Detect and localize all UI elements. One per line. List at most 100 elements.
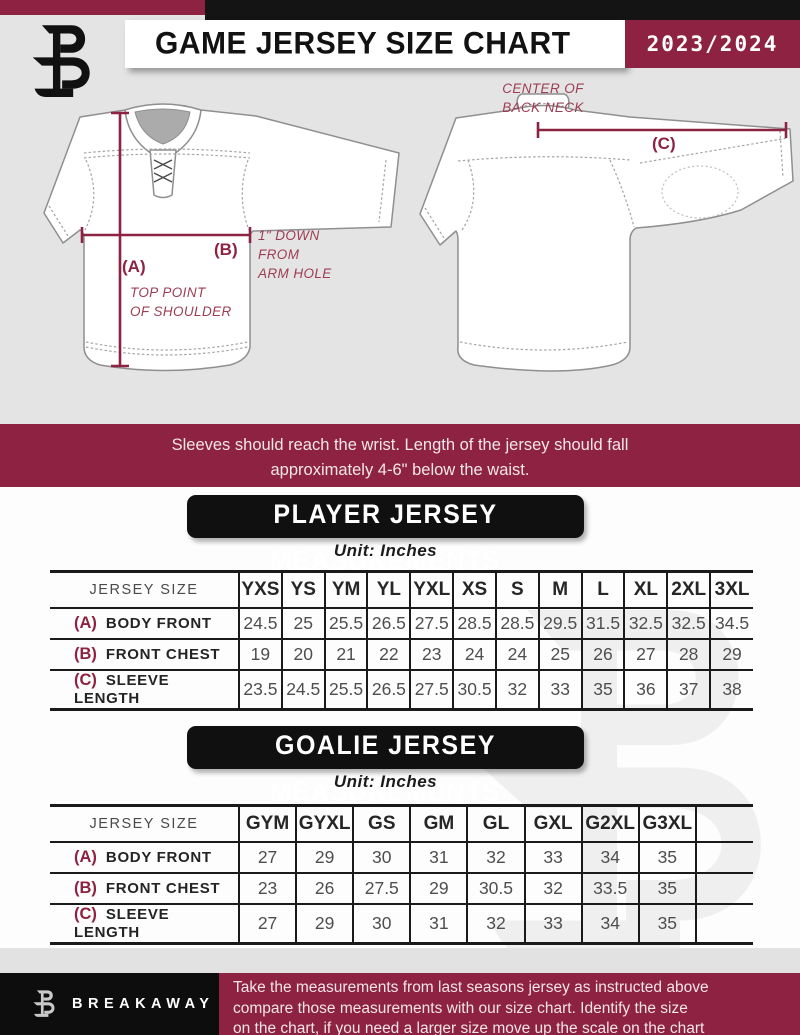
player-row-label: (A) BODY FRONT [50,608,239,639]
footer-instructions-box: Take the measurements from last seasons … [219,973,800,1035]
goalie-size-cell [694,841,753,873]
goalie-section-header: GOALIE JERSEY MEASUREMENTS [187,726,584,807]
player-size-cell: 32.5 [666,607,711,639]
player-size-cell: 25 [280,607,325,639]
player-size-cell: 25 [537,638,582,670]
goalie-size-header: GYM [237,805,297,842]
goalie-size-cell: 29 [295,903,354,943]
player-size-cell: 27 [623,638,668,670]
goalie-size-cell: 23 [237,872,297,904]
player-size-cell: 33 [537,669,582,709]
player-size-cell: 23 [409,638,454,670]
player-size-cell: 24 [494,638,539,670]
label-c-note: CENTER OF BACK NECK [502,81,584,115]
goalie-size-cell: 34 [580,903,639,943]
row-name: SLEEVE LENGTH [74,671,170,707]
row-name: BODY FRONT [105,614,212,632]
footer-instructions-text: Take the measurements from last seasons … [233,979,709,1035]
player-size-cell: 28 [666,638,711,670]
player-size-column-header: JERSEY SIZE [89,581,199,598]
goalie-size-cell [694,903,753,943]
player-size-cell: 29 [709,638,753,670]
pre-footer-strip [0,948,800,973]
player-size-cell: 25.5 [323,669,368,709]
label-a-note: TOP POINT OF SHOULDER [130,285,232,319]
player-size-cell: 35 [580,669,625,709]
player-size-cell: 29.5 [537,607,582,639]
player-table-row: (C) SLEEVE LENGTH 23.5 24.5 25.5 26.5 27.5 30.5… [50,669,753,709]
player-size-header: YS [280,571,325,608]
player-size-cell: 25.5 [323,607,368,639]
row-tag: (B) [74,644,97,663]
player-size-header: YXL [409,571,454,608]
player-size-cell: 31.5 [580,607,625,639]
season-label: 2023/2024 [646,32,779,56]
player-size-cell: 28.5 [494,607,539,639]
player-size-cell: 21 [323,638,368,670]
goalie-size-cell: 27 [237,903,297,943]
goalie-size-header: GS [352,805,411,842]
row-name: BODY FRONT [105,848,212,866]
goalie-size-cell: 35 [637,872,696,904]
player-size-header: M [537,571,582,608]
title-box: GAME JERSEY SIZE CHART [125,20,625,68]
goalie-size-header: G3XL [637,805,696,842]
row-tag: (C) [74,670,97,689]
goalie-table-row: (C) SLEEVE LENGTH 27 29 30 31 32 33 34 35 [50,903,753,944]
goalie-size-header: G2XL [580,805,639,842]
player-size-cell: 24 [452,638,496,670]
player-size-cell: 34.5 [709,607,753,639]
player-size-cell: 32 [494,669,539,709]
player-size-header: YL [366,571,411,608]
jersey-diagrams [43,93,794,372]
row-tag: (B) [74,878,97,897]
player-size-cell: 27.5 [409,607,454,639]
player-size-cell: 26 [580,638,625,670]
player-row-label: (B) FRONT CHEST [50,639,239,670]
player-size-cell: 28.5 [452,607,496,639]
goalie-size-cell: 27.5 [352,872,411,904]
footer-brand-name: BREAKAWAY [72,996,215,1012]
goalie-size-cell: 31 [409,903,468,943]
row-name: SLEEVE LENGTH [74,905,170,941]
goalie-row-label: (B) FRONT CHEST [50,873,239,904]
goalie-size-cell: 33 [523,841,582,873]
goalie-table-row: (B) FRONT CHEST 23 26 27.5 29 30.5 32 33.5 35 [50,872,753,904]
player-unit-label: Unit: Inches [333,541,438,560]
back-seam-lines [424,102,789,351]
measurement-lines [80,111,788,368]
goalie-size-cell: 29 [409,872,468,904]
player-section-header: PLAYER JERSEY MEASUREMENTS [187,495,584,576]
goalie-row-label: (A) BODY FRONT [50,842,239,873]
player-size-header: XS [452,571,496,608]
goalie-section-title: GOALIE JERSEY MEASUREMENTS [270,730,501,807]
season-box: 2023/2024 [625,20,800,68]
player-size-cell: 26.5 [366,607,411,639]
fit-note-text: Sleeves should reach the wrist. Length o… [171,436,629,479]
collar-lace [153,159,173,183]
label-b-note: 1" DOWN FROM ARM HOLE [258,228,332,281]
goalie-size-header: GXL [523,805,582,842]
row-tag: (A) [74,847,97,866]
goalie-size-cell: 27 [237,841,297,873]
row-tag: (A) [74,613,97,632]
player-size-cell: 30.5 [452,669,496,709]
goalie-size-cell: 33.5 [580,872,639,904]
front-jersey-diagram [43,103,400,372]
goalie-size-table: JERSEY SIZE GYM GYXL GS GM GL GXL G2XL G3XL (A) BO… [50,804,753,945]
goalie-row-label: (C) SLEEVE LENGTH [50,904,239,944]
header-maroon-strip [0,0,205,15]
front-seam-lines [48,148,387,356]
goalie-size-column-header: JERSEY SIZE [89,815,199,832]
row-tag: (C) [74,904,97,923]
player-size-header: YXS [238,571,282,608]
goalie-size-header: GM [409,805,468,842]
player-size-header: 3XL [709,571,753,608]
goalie-table-row: (A) BODY FRONT 27 29 30 31 32 33 34 35 [50,841,753,873]
player-size-cell: 23.5 [238,669,282,709]
goalie-size-header [694,805,753,842]
goalie-size-cell: 26 [295,872,354,904]
player-size-cell: 26.5 [366,669,411,709]
goalie-size-cell: 32 [466,903,525,943]
player-size-table: JERSEY SIZE YXS YS YM YL YXL XS S M L XL 2XL 3XL (A) B… [50,570,753,711]
